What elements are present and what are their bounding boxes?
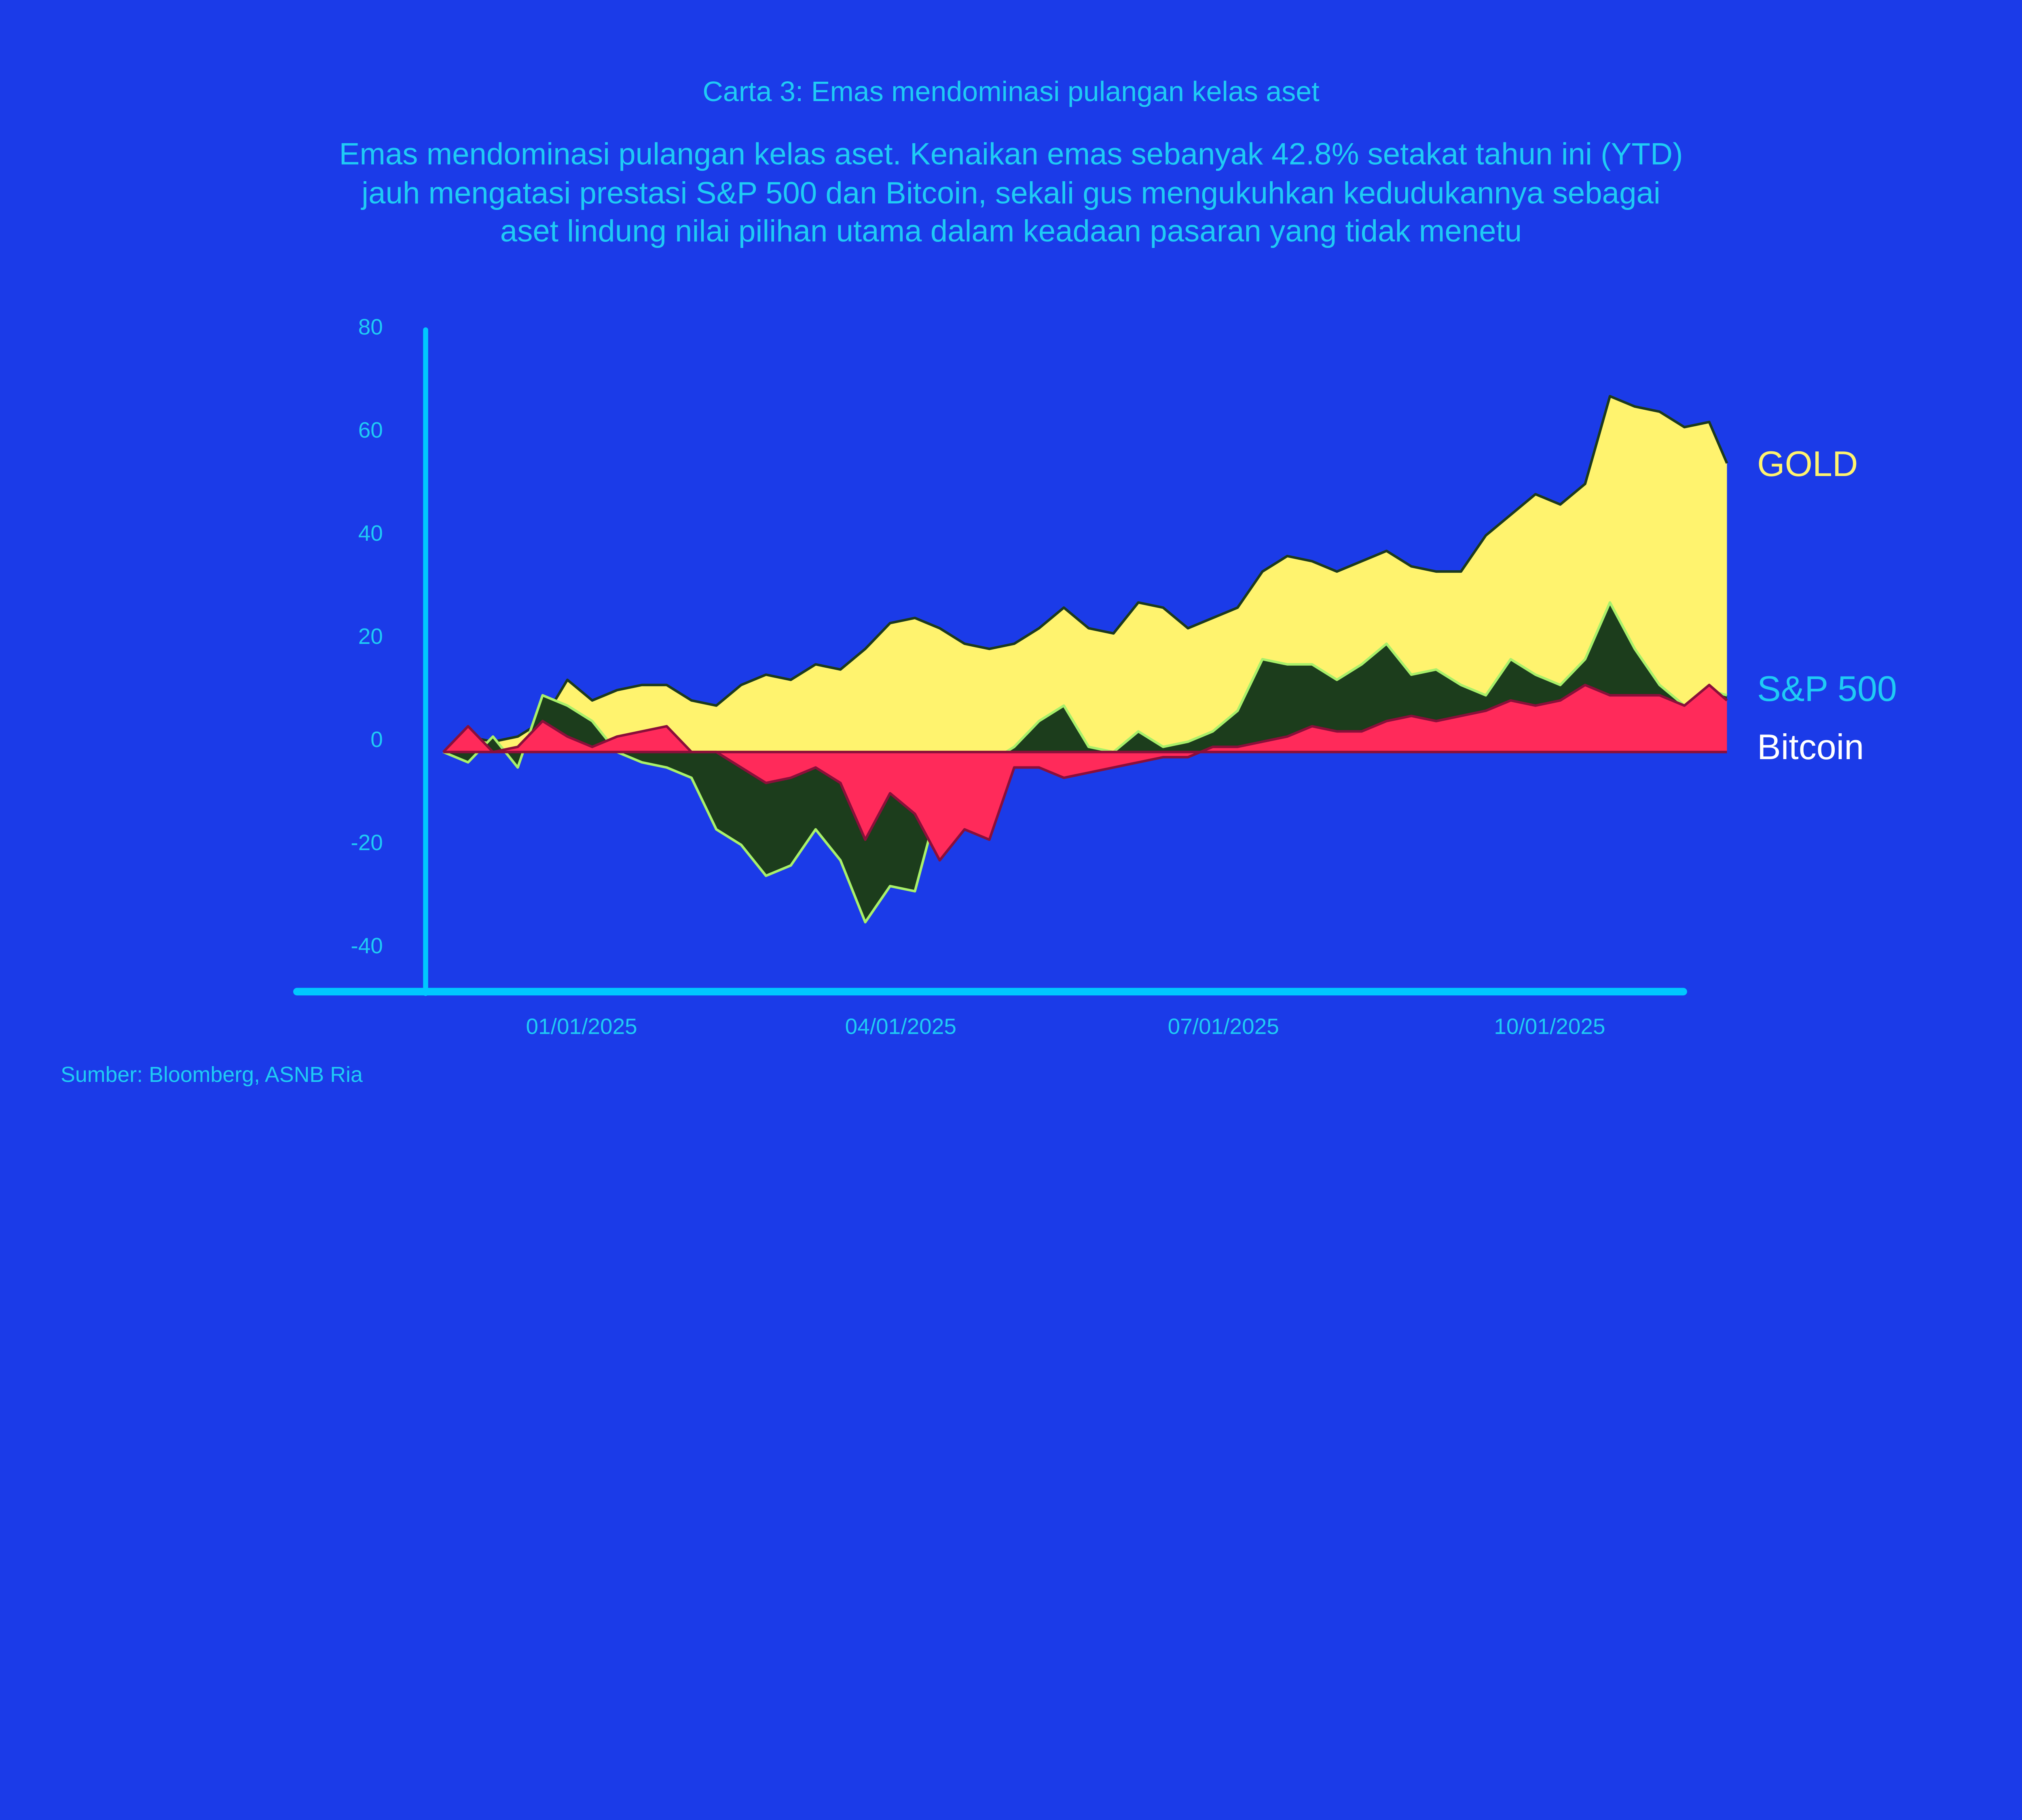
- legend-label-sp500: S&P 500: [1757, 669, 1897, 709]
- legend-label-gold: GOLD: [1757, 443, 1858, 484]
- y-tick-label: 60: [358, 417, 383, 442]
- area-s-p-500: [443, 602, 1727, 923]
- chart-container: Carta 3: Emas mendominasi pulangan kelas…: [61, 76, 1897, 1087]
- chart: Carta 3: Emas mendominasi pulangan kelas…: [61, 76, 1728, 1087]
- chart-title: Carta 3: Emas mendominasi pulangan kelas…: [702, 76, 1319, 107]
- line-gold: [442, 395, 1728, 753]
- x-tick-label: 07/01/2025: [1168, 1014, 1279, 1039]
- chart-subtitle-line-2: jauh mengatasi prestasi S&P 500 dan Bitc…: [361, 176, 1660, 210]
- x-tick-label: 04/01/2025: [845, 1014, 956, 1039]
- line-bitcoin: [442, 684, 1728, 862]
- x-tick-label: 01/01/2025: [526, 1014, 637, 1039]
- area-gold: [443, 396, 1727, 752]
- legend-label-bitcoin: Bitcoin: [1757, 726, 1864, 767]
- x-tick-labels: 01/01/2025 04/01/2025 07/01/2025 10/01/2025: [526, 1014, 1605, 1039]
- source-note: Sumber: Bloomberg, ASNB Ria: [61, 1062, 363, 1087]
- y-tick-label: -40: [351, 933, 383, 958]
- x-tick-label: 10/01/2025: [1494, 1014, 1605, 1039]
- y-tick-label: 20: [358, 624, 383, 649]
- chart-subtitle-line-3: aset lindung nilai pilihan utama dalam k…: [500, 214, 1522, 248]
- y-tick-label: 80: [358, 314, 383, 339]
- y-tick-label: 0: [370, 727, 383, 752]
- y-tick-label: 40: [358, 521, 383, 546]
- chart-subtitle-line-1: Emas mendominasi pulangan kelas aset. Ke…: [339, 137, 1683, 171]
- y-tick-label: -20: [351, 830, 383, 855]
- line-s-p-500: [442, 601, 1728, 924]
- y-tick-labels: 80 60 40 20 0 -20 -40: [351, 314, 383, 958]
- plot-area: [442, 395, 1728, 924]
